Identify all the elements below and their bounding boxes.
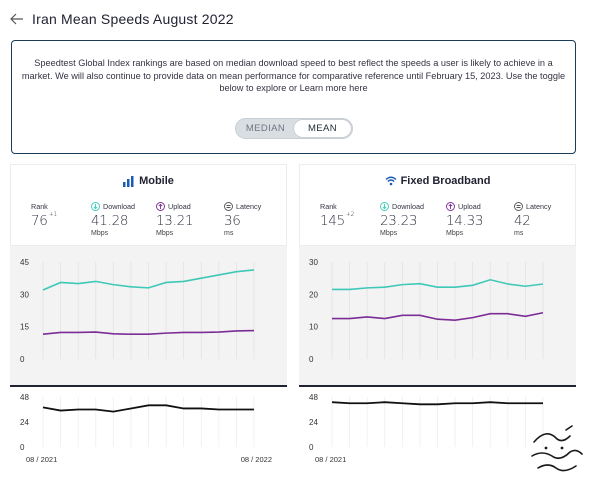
download-series-line: [42, 269, 255, 291]
latency-label: Latency: [526, 201, 552, 211]
fixed-latency: Latency 42 ms: [514, 201, 552, 238]
download-unit: Mbps: [91, 230, 109, 237]
latency-y-tick-label: 0: [20, 443, 25, 452]
rank-change: +1: [48, 211, 58, 218]
latency-y-tick-label: 24: [309, 418, 318, 427]
x-start-label: 08 / 2021: [26, 455, 57, 464]
y-tick-label: 0: [20, 355, 25, 364]
mobile-latency-chart: 0 24 48 08 / 2021 08 / 2022: [10, 385, 287, 467]
signal-bars-icon: [123, 175, 135, 187]
watermark-logo: [531, 425, 583, 472]
info-text: Speedtest Global Index rankings are base…: [20, 57, 567, 95]
rank-label: Rank: [320, 201, 337, 211]
x-start-label: 08 / 2021: [315, 455, 346, 464]
download-value: 41.28: [91, 213, 129, 229]
latency-icon: [224, 201, 233, 211]
mobile-upload: Upload 13.21 Mbps: [156, 201, 194, 238]
download-icon: [380, 201, 389, 211]
upload-series-line: [42, 329, 255, 336]
learn-more-link[interactable]: Learn more here: [299, 83, 368, 93]
fixed-speed-svg: 0 10 20 30: [309, 258, 544, 364]
download-icon: [91, 201, 100, 211]
latency-icon: [514, 201, 523, 211]
fixed-speed-chart: 0 10 20 30: [299, 246, 576, 385]
fixed-broadband-panel: Fixed Broadband Rank 145+2 Download 23.2…: [299, 164, 576, 467]
download-series-line: [332, 278, 544, 291]
x-end-label: 08 / 2022: [241, 455, 272, 464]
download-unit: Mbps: [380, 230, 398, 237]
latency-y-tick-label: 24: [20, 418, 29, 427]
upload-series-line: [332, 311, 544, 322]
fixed-title-text: Fixed Broadband: [400, 175, 491, 187]
upload-value: 14.33: [446, 213, 484, 229]
y-tick-label: 0: [309, 355, 314, 364]
latency-series-line: [42, 404, 254, 413]
fixed-rank: Rank 145+2: [320, 201, 355, 230]
latency-series-line: [331, 401, 543, 406]
y-tick-label: 45: [20, 258, 29, 267]
y-tick-label: 10: [309, 323, 318, 332]
mobile-panel: Mobile Rank 76+1 Download 41.28 Mbps Upl…: [10, 164, 287, 467]
fixed-latency-svg: 0 24 48 08 / 2021: [309, 393, 544, 464]
latency-unit: ms: [224, 230, 234, 237]
mobile-speed-chart: 0 15 30 45: [10, 246, 287, 385]
fixed-upload: Upload 14.33 Mbps: [446, 201, 484, 238]
latency-y-tick-label: 0: [309, 443, 314, 452]
download-label: Download: [103, 201, 135, 211]
median-mean-toggle[interactable]: MEDIAN MEAN: [235, 118, 353, 139]
arrow-left-icon[interactable]: [10, 11, 26, 27]
info-box: Speedtest Global Index rankings are base…: [11, 40, 576, 154]
latency-value: 42: [514, 213, 531, 229]
y-tick-label: 30: [20, 290, 29, 299]
fixed-download: Download 23.23 Mbps: [380, 201, 424, 238]
latency-label: Latency: [236, 201, 262, 211]
latency-value: 36: [224, 213, 241, 229]
page-header: Iran Mean Speeds August 2022: [10, 9, 234, 29]
mobile-panel-header: Mobile Rank 76+1 Download 41.28 Mbps Upl…: [10, 164, 287, 246]
mobile-download: Download 41.28 Mbps: [91, 201, 135, 238]
latency-y-tick-label: 48: [309, 393, 318, 402]
mobile-latency: Latency 36 ms: [224, 201, 262, 238]
mobile-title-text: Mobile: [139, 175, 174, 187]
info-paragraph: Speedtest Global Index rankings are base…: [21, 58, 566, 93]
fixed-latency-chart: 0 24 48 08 / 2021: [299, 385, 576, 467]
mobile-latency-svg: 0 24 48 08 / 2021 08 / 2022: [20, 393, 272, 464]
upload-label: Upload: [458, 201, 481, 211]
fixed-panel-header: Fixed Broadband Rank 145+2 Download 23.2…: [299, 164, 576, 246]
upload-icon: [446, 201, 455, 211]
y-tick-label: 15: [20, 323, 29, 332]
toggle-median[interactable]: MEDIAN: [245, 123, 286, 134]
fixed-title: Fixed Broadband: [300, 175, 575, 187]
y-tick-label: 30: [309, 258, 318, 267]
page-title: Iran Mean Speeds August 2022: [32, 11, 234, 27]
download-label: Download: [392, 201, 424, 211]
upload-label: Upload: [168, 201, 191, 211]
upload-value: 13.21: [156, 213, 194, 229]
latency-unit: ms: [514, 230, 524, 237]
upload-unit: Mbps: [156, 230, 174, 237]
rank-value: 76: [31, 213, 48, 229]
mobile-rank: Rank 76+1: [31, 201, 58, 230]
toggle-mean[interactable]: MEAN: [294, 120, 351, 137]
upload-icon: [156, 201, 165, 211]
rank-value: 145: [320, 213, 345, 229]
rank-change: +2: [345, 211, 355, 218]
wifi-icon: [385, 176, 397, 187]
mobile-speed-svg: 0 15 30 45: [20, 258, 255, 364]
mobile-title: Mobile: [11, 175, 286, 187]
latency-y-tick-label: 48: [20, 393, 29, 402]
rank-label: Rank: [31, 201, 48, 211]
download-value: 23.23: [380, 213, 418, 229]
y-tick-label: 20: [309, 290, 318, 299]
upload-unit: Mbps: [446, 230, 464, 237]
